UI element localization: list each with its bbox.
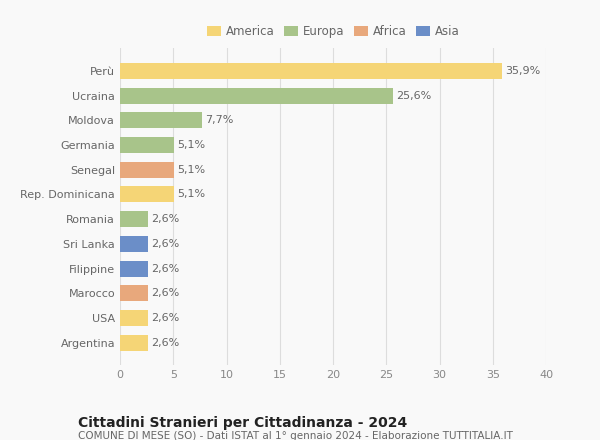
Text: 5,1%: 5,1% (178, 190, 206, 199)
Text: 7,7%: 7,7% (205, 115, 233, 125)
Legend: America, Europa, Africa, Asia: America, Europa, Africa, Asia (205, 22, 461, 40)
Text: 2,6%: 2,6% (151, 214, 179, 224)
Bar (120, 236, 148, 252)
Bar (120, 285, 148, 301)
Text: Cittadini Stranieri per Cittadinanza - 2024: Cittadini Stranieri per Cittadinanza - 2… (78, 416, 407, 430)
Text: 35,9%: 35,9% (506, 66, 541, 76)
Text: 2,6%: 2,6% (151, 338, 179, 348)
Text: 2,6%: 2,6% (151, 264, 179, 274)
Text: 2,6%: 2,6% (151, 239, 179, 249)
Bar (120, 161, 175, 178)
Text: 5,1%: 5,1% (178, 165, 206, 175)
Text: 5,1%: 5,1% (178, 140, 206, 150)
Bar (120, 310, 148, 326)
Bar (120, 63, 502, 79)
Bar (120, 187, 175, 202)
Bar (120, 137, 175, 153)
Text: 2,6%: 2,6% (151, 313, 179, 323)
Bar (120, 335, 148, 351)
Bar (120, 260, 148, 277)
Text: COMUNE DI MESE (SO) - Dati ISTAT al 1° gennaio 2024 - Elaborazione TUTTITALIA.IT: COMUNE DI MESE (SO) - Dati ISTAT al 1° g… (78, 431, 513, 440)
Bar (120, 88, 392, 103)
Text: 2,6%: 2,6% (151, 288, 179, 298)
Bar (120, 211, 148, 227)
Bar (120, 112, 202, 128)
Text: 25,6%: 25,6% (396, 91, 431, 101)
